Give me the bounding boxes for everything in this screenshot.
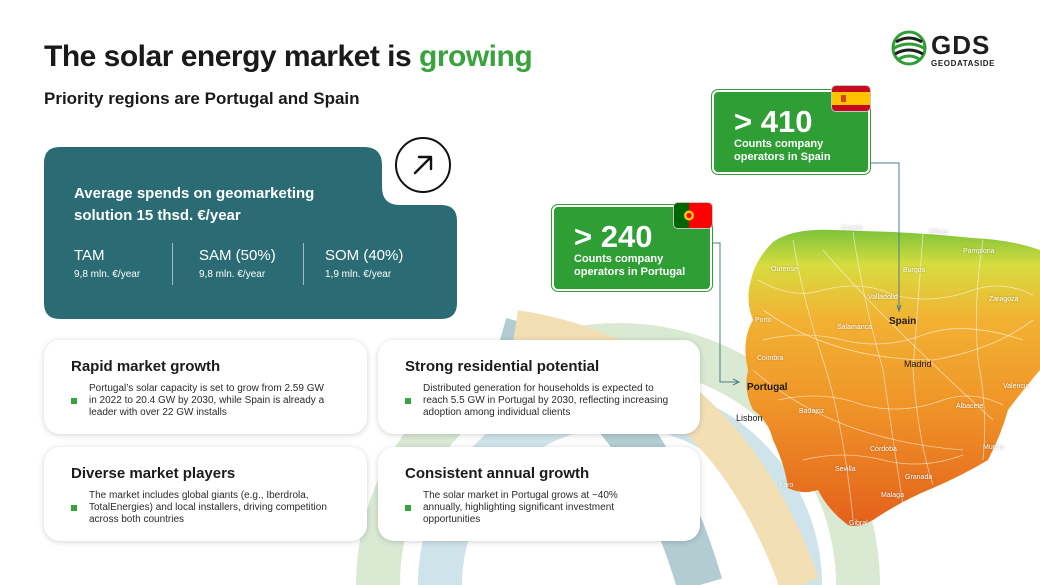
metric-value: 1,9 mln. €/year [325, 269, 392, 280]
city-label: Sevilla [835, 466, 856, 473]
city-label: Murcia [983, 444, 1005, 451]
portugal-count: > 240 [574, 219, 653, 254]
city-label: Gibral [849, 520, 868, 527]
city-label: Faro [779, 482, 794, 489]
card-text: Distributed generation for households is… [423, 383, 669, 418]
metric-value: 9,8 mln. €/year [199, 269, 266, 280]
city-label: Burgos [903, 267, 926, 274]
city-label: Zaragoza [989, 296, 1019, 303]
city-label: Oviedo [841, 225, 864, 232]
gds-logo: GDS GEODATASIDE [891, 30, 1011, 70]
portugal-flag [674, 203, 712, 228]
metric-label: SAM (50%) [199, 247, 276, 264]
city-label: Granada [905, 474, 933, 481]
metric-divider [303, 243, 304, 285]
card-rapid-growth: Rapid market growth Portugal’s solar cap… [44, 340, 367, 434]
city-label: Madrid [904, 359, 932, 369]
title-main: The solar energy market is [44, 40, 420, 73]
city-label: Córdoba [870, 446, 897, 453]
bullet-icon [71, 398, 77, 404]
country-label-portugal: Portugal [747, 382, 788, 393]
card-market-players: Diverse market players The market includ… [44, 447, 367, 541]
portugal-flag-icon [674, 203, 712, 228]
metric-sam: SAM (50%) 9,8 mln. €/year [199, 247, 276, 280]
city-label: Badajoz [799, 408, 825, 415]
title-accent: growing [419, 40, 533, 73]
metric-value: 9,8 mln. €/year [74, 269, 141, 280]
open-details-button[interactable] [395, 137, 451, 193]
bullet-icon [405, 398, 411, 404]
city-label: Bilbao [929, 229, 949, 236]
card-residential-potential: Strong residential potential Distributed… [378, 340, 700, 434]
city-label: Albacete [956, 403, 984, 410]
spain-count: > 410 [734, 104, 813, 139]
metric-som: SOM (40%) 1,9 mln. €/year [325, 247, 403, 280]
card-text: The solar market in Portugal grows at ~4… [423, 490, 618, 525]
city-label: Malaga [881, 492, 904, 499]
card-text: The market includes global giants (e.g.,… [89, 490, 327, 525]
arrow-up-right-icon [413, 155, 433, 175]
city-label: Pamplona [963, 248, 995, 255]
metric-divider [172, 243, 173, 285]
metric-label: TAM [74, 247, 105, 264]
country-label-spain: Spain [889, 316, 917, 327]
portugal-count-label: Counts company operators in Portugal [574, 253, 686, 278]
city-label: Coimbra [757, 355, 784, 362]
bullet-icon [405, 505, 411, 511]
bullet-icon [71, 505, 77, 511]
spain-flag-icon [832, 86, 870, 111]
summary-card-shape [44, 147, 457, 319]
metric-tam: TAM 9,8 mln. €/year [74, 247, 140, 280]
globe-stripes-icon [891, 30, 927, 66]
page-title: The solar energy market is growing [44, 40, 533, 74]
metric-label: SOM (40%) [325, 247, 404, 264]
iberia-heatmap [745, 229, 1040, 526]
spain-flag [832, 86, 870, 111]
city-label: Ourense [771, 266, 798, 273]
card-annual-growth: Consistent annual growth The solar marke… [378, 447, 700, 541]
logo-word: GDS [931, 30, 991, 60]
page-subtitle: Priority regions are Portugal and Spain [44, 89, 360, 108]
city-label: Valencia [1003, 383, 1030, 390]
city-label: Valladolid [868, 294, 898, 301]
city-label: Lisbon [736, 413, 763, 423]
summary-card: Average spends on geomarketing solution … [44, 147, 457, 319]
iberia-map: Oviedo Bilbao Pamplona Ourense Burgos Za… [733, 220, 1040, 530]
city-label: Porto [755, 317, 772, 324]
card-text: Portugal’s solar capacity is set to grow… [89, 383, 325, 418]
logo-subtitle: GEODATASIDE [931, 59, 996, 68]
card-title: Diverse market players [71, 465, 236, 482]
city-label: Salamanca [837, 324, 873, 331]
spain-count-label: Counts company operators in Spain [734, 138, 831, 163]
summary-heading: Average spends on geomarketing solution … [74, 185, 315, 224]
card-title: Strong residential potential [405, 358, 600, 375]
card-title: Consistent annual growth [405, 465, 590, 482]
card-title: Rapid market growth [71, 358, 221, 375]
